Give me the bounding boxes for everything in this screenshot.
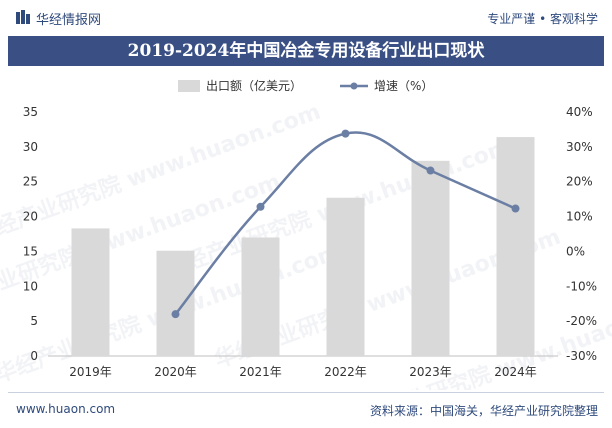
slogan: 专业严谨 • 客观科学 xyxy=(487,12,598,26)
chart-title: 2019-2024年中国冶金专用设备行业出口现状 xyxy=(127,41,485,61)
x-axis-tick-label: 2021年 xyxy=(239,365,282,379)
right-axis-tick-label: 40% xyxy=(566,105,593,119)
growth-point-5 xyxy=(511,204,520,213)
left-axis-tick-label: 10 xyxy=(23,279,38,293)
x-axis-tick-label: 2023年 xyxy=(409,365,452,379)
growth-point-3 xyxy=(341,129,350,138)
x-axis-tick-label: 2019年 xyxy=(69,365,112,379)
title-bar: 2019-2024年中国冶金专用设备行业出口现状 xyxy=(8,36,604,66)
right-axis-tick-label: -10% xyxy=(566,279,597,293)
growth-point-2 xyxy=(256,202,265,211)
growth-point-4 xyxy=(426,166,435,175)
left-axis-tick-label: 25 xyxy=(23,175,38,189)
data-source: 资料来源：中国海关，华经产业研究院整理 xyxy=(369,404,598,418)
left-axis-tick-label: 35 xyxy=(23,105,38,119)
legend-label-export: 出口额（亿美元） xyxy=(206,78,302,93)
left-axis-tick-label: 0 xyxy=(30,349,38,363)
right-axis-tick-label: -20% xyxy=(566,314,597,328)
right-axis-tick-label: -30% xyxy=(566,349,597,363)
right-axis-tick-label: 0% xyxy=(566,244,585,258)
bar-export-1 xyxy=(71,228,110,356)
footer: www.huaon.com 资料来源：中国海关，华经产业研究院整理 xyxy=(0,392,612,428)
growth-point-1 xyxy=(171,310,180,319)
left-axis-tick-label: 15 xyxy=(23,244,38,258)
bar-export-3 xyxy=(241,237,280,356)
footer-divider xyxy=(8,392,604,393)
website-link[interactable]: www.huaon.com xyxy=(16,402,116,416)
header-bar: 华经情报网 专业严谨 • 客观科学 xyxy=(0,0,612,34)
right-axis-tick-label: 30% xyxy=(566,140,593,154)
bar-export-4 xyxy=(326,197,365,356)
bar-export-5 xyxy=(411,160,450,356)
left-axis-tick-label: 20 xyxy=(23,210,38,224)
x-axis-tick-label: 2022年 xyxy=(324,365,367,379)
left-axis-tick-label: 5 xyxy=(30,314,38,328)
legend-swatch-export xyxy=(178,80,200,92)
legend-label-growth: 增速（%） xyxy=(374,79,433,93)
brand-name: 华经情报网 xyxy=(36,13,102,28)
right-axis-tick-label: 10% xyxy=(566,210,593,224)
brand-logo-icon xyxy=(16,10,30,24)
legend-marker-growth xyxy=(350,82,358,90)
x-axis-tick-label: 2020年 xyxy=(154,365,197,379)
x-axis-tick-label: 2024年 xyxy=(494,365,537,379)
right-axis-tick-label: 20% xyxy=(566,175,593,189)
bar-export-2 xyxy=(156,250,195,356)
bar-export-6 xyxy=(496,137,535,356)
left-axis-tick-label: 30 xyxy=(23,140,38,154)
